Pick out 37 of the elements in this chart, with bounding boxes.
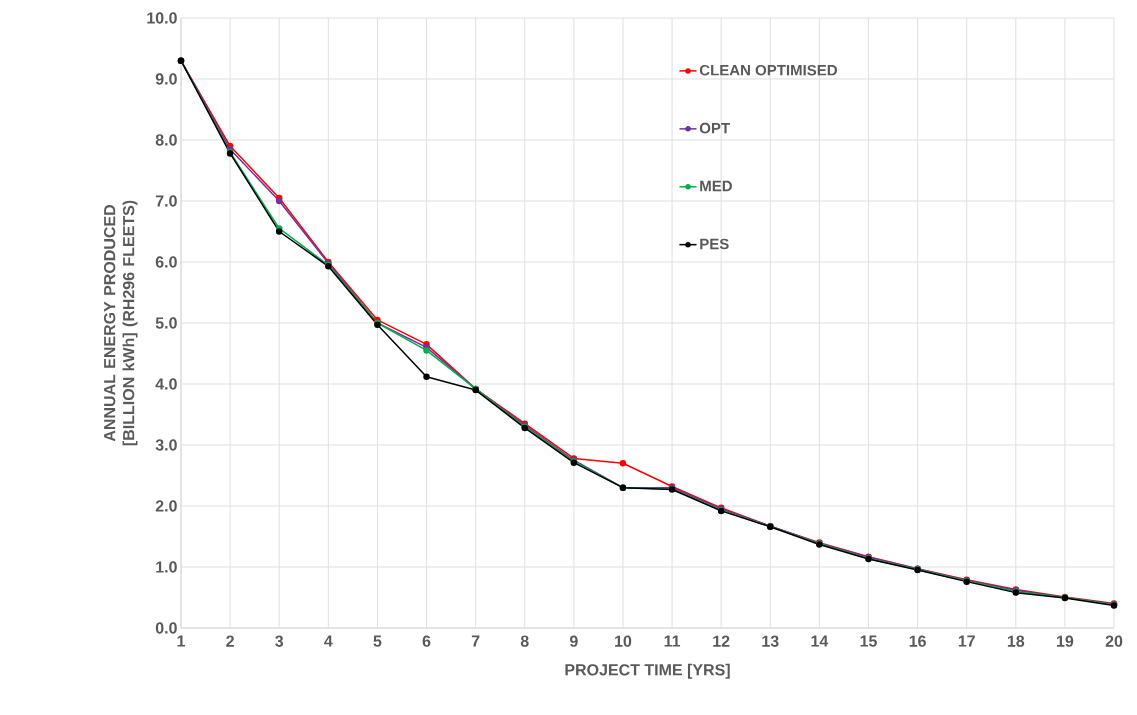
y-tick-label: 6.0 [155, 256, 177, 268]
x-tick-label: 8 [520, 635, 529, 647]
legend-label: MED [700, 180, 732, 192]
x-tick-label: 14 [811, 635, 829, 647]
x-tick-label: 6 [422, 635, 431, 647]
x-tick-label: 11 [664, 635, 681, 647]
x-tick-label: 17 [958, 635, 975, 647]
y-tick-label: 5.0 [155, 317, 177, 329]
y-tick-label: 1.0 [156, 561, 177, 573]
x-tick-label: 12 [713, 635, 730, 647]
y-tick-label: 4.0 [155, 378, 177, 390]
x-tick-label: 1 [177, 635, 186, 647]
legend-label: CLEAN OPTIMISED [699, 64, 837, 76]
y-tick-label: 0.0 [155, 622, 177, 634]
x-tick-label: 7 [471, 635, 480, 647]
y-tick-label: 8.0 [155, 134, 177, 146]
y-tick-label: 3.0 [155, 439, 177, 451]
x-tick-label: 19 [1057, 635, 1074, 647]
x-tick-label: 15 [860, 635, 877, 647]
y-tick-label: 9.0 [155, 73, 177, 85]
legend-label: OPT [699, 122, 730, 134]
x-tick-label: 5 [373, 635, 382, 647]
x-tick-label: 16 [909, 635, 926, 647]
x-tick-label: 3 [275, 635, 284, 647]
x-tick-label: 20 [1105, 635, 1123, 647]
y-axis-title: ANNUAL ENERGY PRODUCED [BILLION kWh] (RH296 FLEETS) [103, 200, 138, 446]
y-tick-label: 7.0 [155, 195, 177, 207]
x-axis-title: PROJECT TIME [YRS] [565, 663, 730, 679]
x-tick-label: 2 [226, 635, 234, 647]
x-tick-label: 4 [324, 635, 333, 647]
y-tick-label: 2.0 [155, 500, 177, 512]
legend-label: PES [700, 238, 729, 250]
x-tick-label: 18 [1007, 635, 1025, 647]
x-tick-label: 9 [569, 635, 578, 647]
x-tick-label: 13 [762, 635, 779, 647]
y-tick-label: 10.0 [147, 12, 177, 24]
x-tick-label: 10 [615, 635, 632, 647]
